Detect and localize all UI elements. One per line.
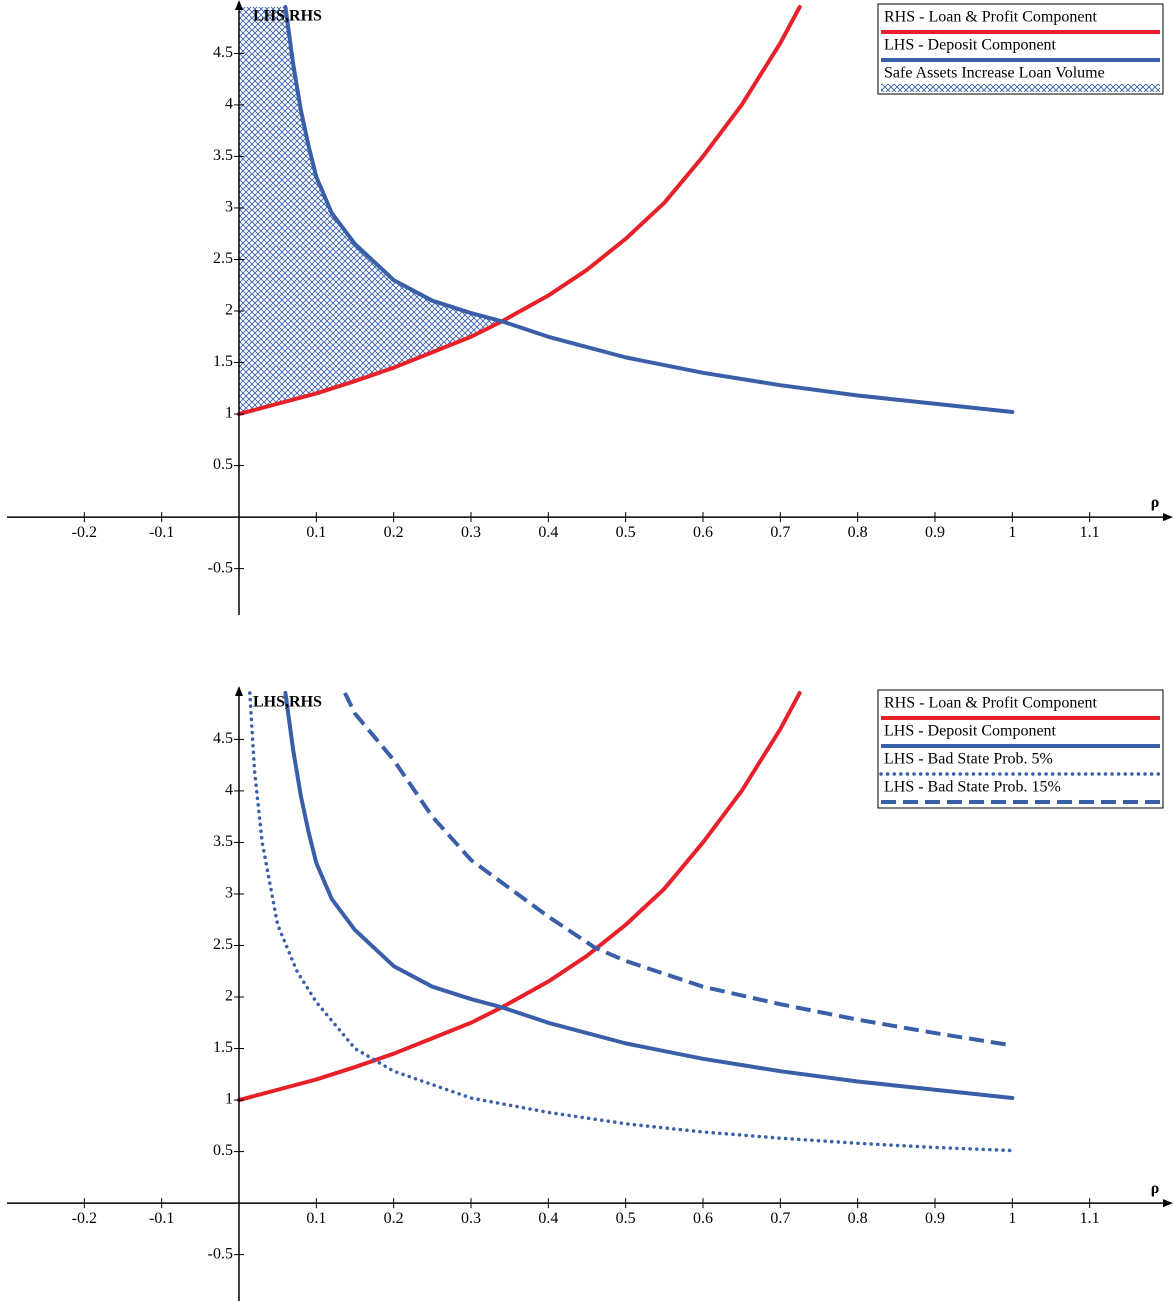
line-series [283,5,1015,414]
x-tick-label: 0.2 [384,524,404,541]
y-tick-label: 3.5 [213,147,233,164]
line-series [237,691,802,1103]
x-tick-label: 0.8 [848,524,868,541]
y-axis-arrow [235,0,243,10]
x-tick-label: -0.2 [72,1210,97,1227]
legend: RHS - Loan & Profit Component LHS - Depos… [877,689,1164,809]
x-axis-arrow [1163,513,1173,522]
y-tick-label: 1.5 [213,1039,233,1056]
chart: ρ LHS,RHS -0.2 -0.1 0.1 0.2 0.3 0.4 0.5 0.6 0.7 0.8… [7,0,1173,615]
x-tick-label: 0.1 [306,1210,326,1227]
legend-label: LHS - Bad State Prob. 5% [884,751,1053,768]
x-tick-label: -0.1 [149,524,174,541]
x-tick-label: 1.1 [1080,1210,1100,1227]
x-axis-label: ρ [1151,1180,1160,1197]
legend-label: LHS - Deposit Component [884,37,1057,54]
y-axis-label: LHS,RHS [253,8,322,25]
line-series [343,692,1013,1048]
y-axis-arrow [235,686,243,696]
legend-box [877,3,1164,95]
legend-label: LHS - Deposit Component [884,723,1057,740]
x-tick-label: 0.2 [384,1210,404,1227]
x-tick-label: 1 [1008,524,1016,541]
y-tick-label: -0.5 [208,559,233,576]
y-tick-label: -0.5 [208,1245,233,1262]
y-tick-label: 3 [225,199,233,216]
legend-label: Safe Assets Increase Loan Volume [884,65,1105,82]
y-tick-label: 1 [225,405,233,422]
legend-swatch [881,84,1160,92]
x-tick-label: 0.4 [538,524,558,541]
chart: ρ LHS,RHS -0.2 -0.1 0.1 0.2 0.3 0.4 0.5 0.6 0.7 0.8… [7,686,1173,1301]
x-tick-label: 0.6 [693,524,713,541]
shaded-area [239,7,502,415]
x-axis-arrow [1163,1199,1173,1208]
y-tick-label: 4.5 [213,730,233,747]
x-tick-label: 0.9 [925,524,945,541]
y-tick-label: 2 [225,302,233,319]
y-tick-label: 0.5 [213,456,233,473]
x-tick-label: 0.7 [770,524,790,541]
x-tick-label: 0.8 [848,1210,868,1227]
y-axis-label: LHS,RHS [253,694,322,711]
y-tick-label: 0.5 [213,1142,233,1159]
x-tick-label: 0.5 [616,524,636,541]
y-tick-label: 1.5 [213,353,233,370]
legend-label: RHS - Loan & Profit Component [884,9,1097,26]
x-tick-label: 0.3 [461,1210,481,1227]
y-tick-label: 1 [225,1091,233,1108]
x-tick-label: 1 [1008,1210,1016,1227]
x-tick-label: 0.6 [693,1210,713,1227]
x-tick-label: 0.3 [461,524,481,541]
legend-label: LHS - Bad State Prob. 15% [884,779,1061,796]
legend-box [877,689,1164,809]
legend-label: RHS - Loan & Profit Component [884,695,1097,712]
y-tick-label: 3 [225,885,233,902]
y-tick-label: 4 [225,96,233,113]
x-tick-label: -0.1 [149,1210,174,1227]
line-series [237,5,802,417]
x-tick-label: 1.1 [1080,524,1100,541]
x-tick-label: -0.2 [72,524,97,541]
x-tick-label: 0.7 [770,1210,790,1227]
y-tick-label: 3.5 [213,833,233,850]
y-tick-label: 2 [225,988,233,1005]
y-tick-label: 4.5 [213,44,233,61]
x-tick-label: 0.9 [925,1210,945,1227]
x-axis-label: ρ [1151,494,1160,511]
legend: RHS - Loan & Profit Component LHS - Depos… [877,3,1164,95]
x-tick-label: 0.4 [538,1210,558,1227]
line-series [283,691,1015,1100]
x-tick-label: 0.5 [616,1210,636,1227]
x-tick-label: 0.1 [306,524,326,541]
y-tick-label: 4 [225,782,233,799]
y-tick-label: 2.5 [213,936,233,953]
y-tick-label: 2.5 [213,250,233,267]
line-series [248,691,1015,1153]
